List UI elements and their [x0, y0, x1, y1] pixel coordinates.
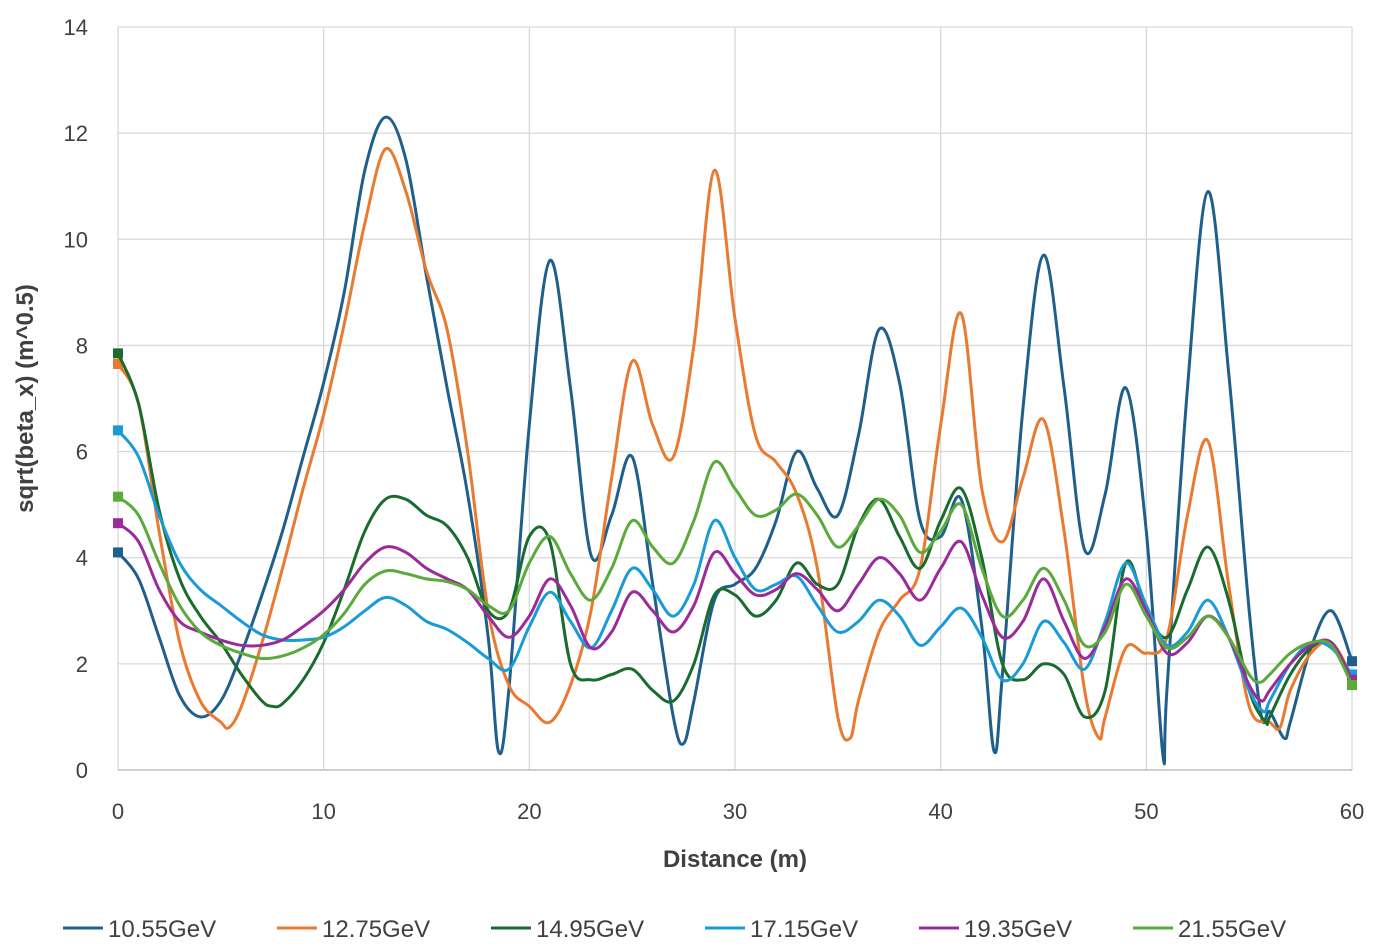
y-tick-label: 6: [76, 440, 88, 465]
x-axis-title: Distance (m): [663, 846, 807, 873]
series-endpoint-marker: [1347, 656, 1357, 667]
x-tick-label: 10: [311, 799, 335, 824]
series-17.15GeV: [113, 425, 1357, 714]
legend-item: 17.15GeV: [705, 916, 858, 943]
legend-item: 10.55GeV: [63, 916, 216, 943]
series-endpoint-marker: [113, 359, 123, 370]
series-line: [116, 428, 1354, 714]
series-lines: [113, 115, 1357, 766]
y-axis-ticks: 0 2 4 6 8 10 12 14: [64, 15, 88, 783]
x-tick-label: 20: [517, 799, 541, 824]
series-endpoint-marker: [1347, 680, 1357, 691]
x-tick-label: 50: [1134, 799, 1158, 824]
series-endpoint-marker: [113, 425, 123, 436]
legend-item: 21.55GeV: [1133, 916, 1286, 943]
series-endpoint-marker: [113, 518, 123, 529]
x-tick-label: 30: [723, 799, 747, 824]
series-19.35GeV: [113, 518, 1357, 703]
grid-lines: [117, 26, 1353, 770]
legend-label: 10.55GeV: [108, 916, 216, 943]
y-tick-label: 10: [64, 227, 88, 252]
series-endpoint-marker: [113, 348, 123, 359]
legend-label: 14.95GeV: [536, 916, 644, 943]
x-tick-label: 60: [1340, 799, 1364, 824]
legend-label: 17.15GeV: [750, 916, 858, 943]
y-tick-label: 0: [76, 758, 88, 783]
y-tick-label: 12: [64, 121, 88, 146]
legend-item: 14.95GeV: [491, 916, 644, 943]
y-tick-label: 8: [76, 333, 88, 358]
series-endpoint-marker: [113, 491, 123, 502]
legend-label: 19.35GeV: [964, 916, 1072, 943]
y-axis-title: sqrt(beta_x) (m^0.5): [12, 284, 39, 513]
legend-item: 19.35GeV: [919, 916, 1072, 943]
legend: 10.55GeV 12.75GeV 14.95GeV 17.15GeV 19.35GeV…: [63, 916, 1286, 943]
x-tick-label: 40: [928, 799, 952, 824]
y-tick-label: 2: [76, 652, 88, 677]
series-21.55GeV: [113, 459, 1357, 691]
series-endpoint-marker: [1347, 669, 1357, 680]
legend-label: 21.55GeV: [1178, 916, 1286, 943]
series-line: [116, 459, 1354, 687]
series-line: [116, 147, 1354, 742]
x-tick-label: 0: [112, 799, 124, 824]
series-endpoint-marker: [113, 547, 123, 558]
legend-label: 12.75GeV: [322, 916, 430, 943]
y-tick-label: 4: [76, 546, 88, 571]
legend-item: 12.75GeV: [277, 916, 430, 943]
y-tick-label: 14: [64, 15, 88, 40]
series-line: [116, 521, 1354, 703]
series-endpoint-marker: [1347, 674, 1357, 685]
x-axis-ticks: 0 10 20 30 40 50 60: [112, 799, 1364, 824]
